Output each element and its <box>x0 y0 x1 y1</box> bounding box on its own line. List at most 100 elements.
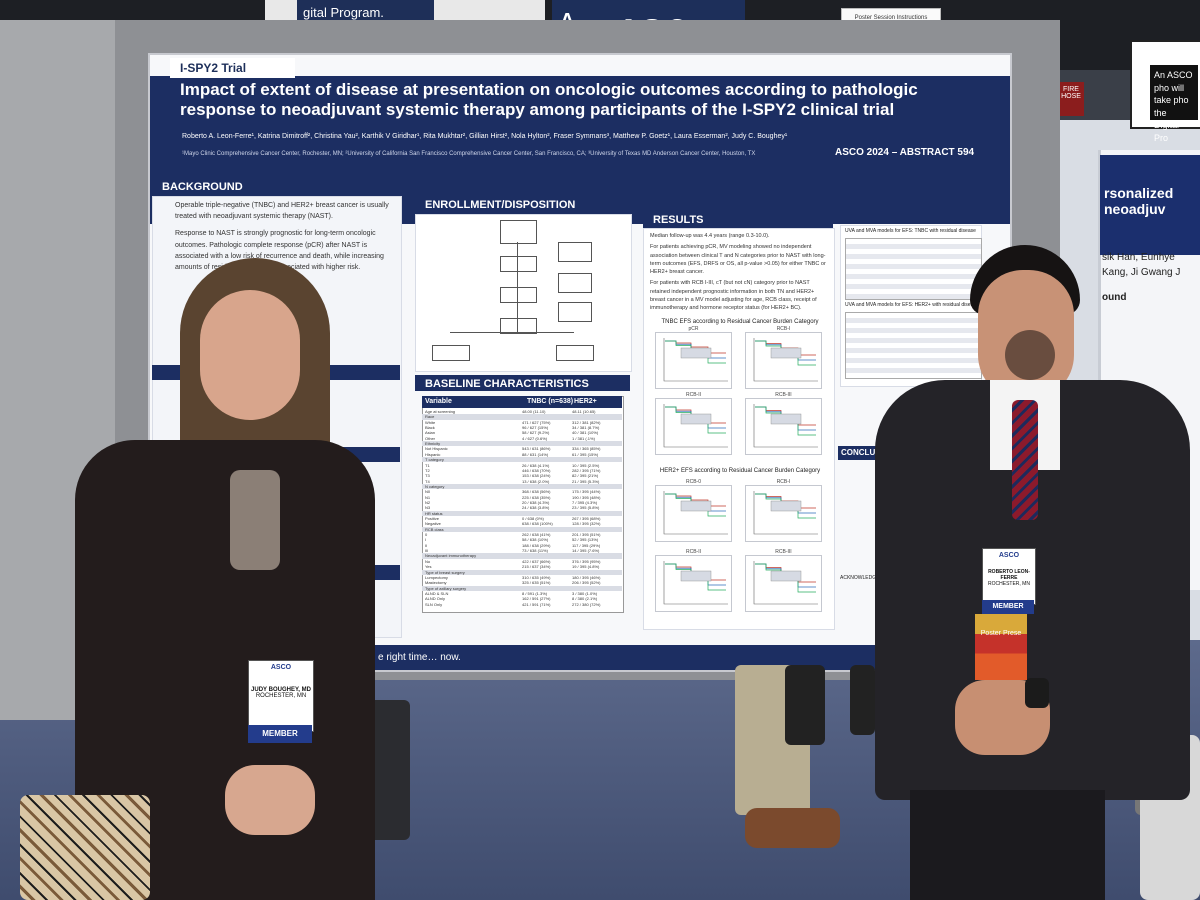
table-cell: RCB class <box>425 526 444 532</box>
asco-badge-logo: ASCO <box>270 664 292 671</box>
survival-plot: RCB-0 <box>655 479 732 542</box>
poster-authors: Roberto A. Leon-Ferre¹, Katrina Dimitrof… <box>182 133 788 140</box>
table-cell: N1 <box>425 494 431 500</box>
table-row: II 188 / 638 (29%) 117 / 395 (29%) <box>422 543 622 548</box>
table-cell: Negative <box>425 521 441 527</box>
bystander-legs <box>785 665 825 745</box>
table-cell: 334 / 365 (85%) <box>572 446 601 452</box>
table-cell: HR status <box>425 510 443 516</box>
plot-axis <box>663 338 728 382</box>
flow-box <box>500 287 537 303</box>
survival-plot-label: RCB-0 <box>685 479 701 485</box>
poster-affiliations: ¹Mayo Clinic Comprehensive Cancer Center… <box>182 151 756 157</box>
table-row: T3 153 / 638 (24%) 82 / 395 (21%) <box>422 473 622 478</box>
table-cell: 312 / 381 (82%) <box>572 419 601 425</box>
table-cell: 13 / 638 (2.0%) <box>522 478 550 484</box>
table-row: T4 13 / 638 (2.0%) 21 / 395 (5.3%) <box>422 479 622 484</box>
survival-plot: RCB-II <box>655 549 732 612</box>
survival-plot-label: RCB-II <box>686 549 701 555</box>
table-cell: 7 / 395 (4.3%) <box>572 499 598 505</box>
hazard-ratio-box <box>770 347 802 359</box>
table-row: N3 24 / 638 (3.8%) 23 / 395 (5.8%) <box>422 505 622 510</box>
table-cell: 14 / 395 (7.6%) <box>572 548 600 554</box>
table-cell: N0 <box>425 489 431 495</box>
table-cell: 325 / 635 (51%) <box>522 580 551 586</box>
table-cell: 48.11 (10.65) <box>572 409 596 414</box>
table-cell: T3 <box>425 473 430 479</box>
table-cell: 0 / 638 (0%) <box>522 516 544 521</box>
table-cell: T4 <box>425 478 430 484</box>
table-row: No 422 / 637 (66%) 376 / 395 (95%) <box>422 559 622 564</box>
table-cell: 1 / 381 (.1%) <box>572 435 595 441</box>
hazard-ratio-box <box>680 347 712 359</box>
table-cell: 34 / 381 (8.7%) <box>572 425 600 431</box>
badge-name: ROBERTO LEON-FERRE <box>988 569 1030 581</box>
table-row: Asian 58 / 627 (9.2%) 40 / 381 (10%) <box>422 430 622 435</box>
table-cell: White <box>425 419 436 425</box>
table-cell: 82 / 395 (21%) <box>572 473 599 479</box>
asco-photo-sign-text: An ASCO pho will take pho the Digital Pr… <box>1150 65 1198 143</box>
table-cell: 48.00 (11.10) <box>522 409 546 414</box>
survival-plot-label: pCR <box>688 326 699 332</box>
man-trousers <box>910 790 1105 900</box>
survival-plot: pCR <box>655 326 732 389</box>
table-cell: 20 / 638 (4.3%) <box>522 499 550 505</box>
table-row: Type of axillary surgery <box>422 585 622 591</box>
flow-box <box>500 318 537 334</box>
table-cell: 19 / 395 (4.8%) <box>572 564 600 570</box>
table-cell: I <box>425 537 427 543</box>
name-badge: ASCO ROBERTO LEON-FERRE ROCHESTER, MN <box>982 548 1036 605</box>
member-label: MEMBER <box>248 725 312 743</box>
table-cell: T2 <box>425 467 430 473</box>
table-row: I 58 / 638 (10%) 52 / 395 (13%) <box>422 537 622 542</box>
her2-caption: HER2+ EFS according to Residual Cancer B… <box>659 468 821 474</box>
background-header: BACKGROUND <box>152 178 400 196</box>
table-row: ALND & SLN 8 / 591 (1.3%) 3 / 380 (1.0%) <box>422 591 622 596</box>
table-cell: II <box>425 542 428 548</box>
table-cell: Mastectomy <box>425 580 447 586</box>
hazard-ratio-box <box>680 570 712 582</box>
plot-axis <box>663 491 728 535</box>
table-cell: 117 / 395 (29%) <box>572 542 601 548</box>
results-para: For patients with RCB I-III, cT (but not… <box>650 280 817 311</box>
table-cell: Ethnicity <box>425 441 441 447</box>
results-para: Median follow-up was 4.4 years (range 0.… <box>650 233 770 239</box>
table-cell: Black <box>425 425 435 431</box>
survival-plot: RCB-III <box>745 392 822 455</box>
table-cell: Neoadjuvant immunotherapy <box>425 553 477 559</box>
table-row: Lumpectomy 310 / 635 (49%) 180 / 395 (46%) <box>422 575 622 580</box>
table-header-cell: Variable <box>425 398 452 405</box>
table-cell: 8 / 380 (2.1%) <box>572 596 598 602</box>
table-header-cell: HER2+ (n=395) <box>574 398 599 417</box>
table-cell: 543 / 631 (86%) <box>522 446 551 452</box>
table-cell: Race <box>425 414 435 420</box>
table-cell: 26 / 638 (4.1%) <box>522 462 550 468</box>
table-row: Black 96 / 627 (15%) 34 / 381 (8.7%) <box>422 425 622 430</box>
hazard-ratio-box <box>770 413 802 425</box>
neighbor-poster-section: ound <box>1102 292 1127 303</box>
table-cell: N3 <box>425 505 431 511</box>
table-cell: ALND Only <box>425 596 446 602</box>
table-cell: 376 / 395 (95%) <box>572 558 601 564</box>
table-cell: 162 / 591 (27%) <box>522 596 551 602</box>
table-cell: Hispanic <box>425 451 441 457</box>
bystander-shoes <box>745 808 840 848</box>
table-cell: Positive <box>425 516 440 521</box>
results-text: Median follow-up was 4.4 years (range 0.… <box>650 232 830 312</box>
survival-plot-label: RCB-III <box>775 392 792 398</box>
table-row: Negative 638 / 638 (100%) 128 / 395 (32%) <box>422 521 622 526</box>
table-row: Type of breast surgery <box>422 569 622 575</box>
table-cell: Not Hispanic <box>425 446 448 452</box>
plot-axis <box>663 561 728 605</box>
plot-axis <box>753 491 818 535</box>
table-row: T category <box>422 457 622 463</box>
table-cell: 206 / 395 (52%) <box>572 580 601 586</box>
poster-title: Impact of extent of disease at presentat… <box>180 80 918 119</box>
table-row: HR status <box>422 510 622 516</box>
table-cell: Type of axillary surgery <box>425 585 467 591</box>
flow-box <box>500 220 537 244</box>
table-cell: 23 / 395 (5.8%) <box>572 505 600 511</box>
table-row: Yes 215 / 637 (34%) 19 / 395 (4.8%) <box>422 564 622 569</box>
man-tie <box>1012 400 1038 520</box>
flow-box <box>556 345 594 361</box>
